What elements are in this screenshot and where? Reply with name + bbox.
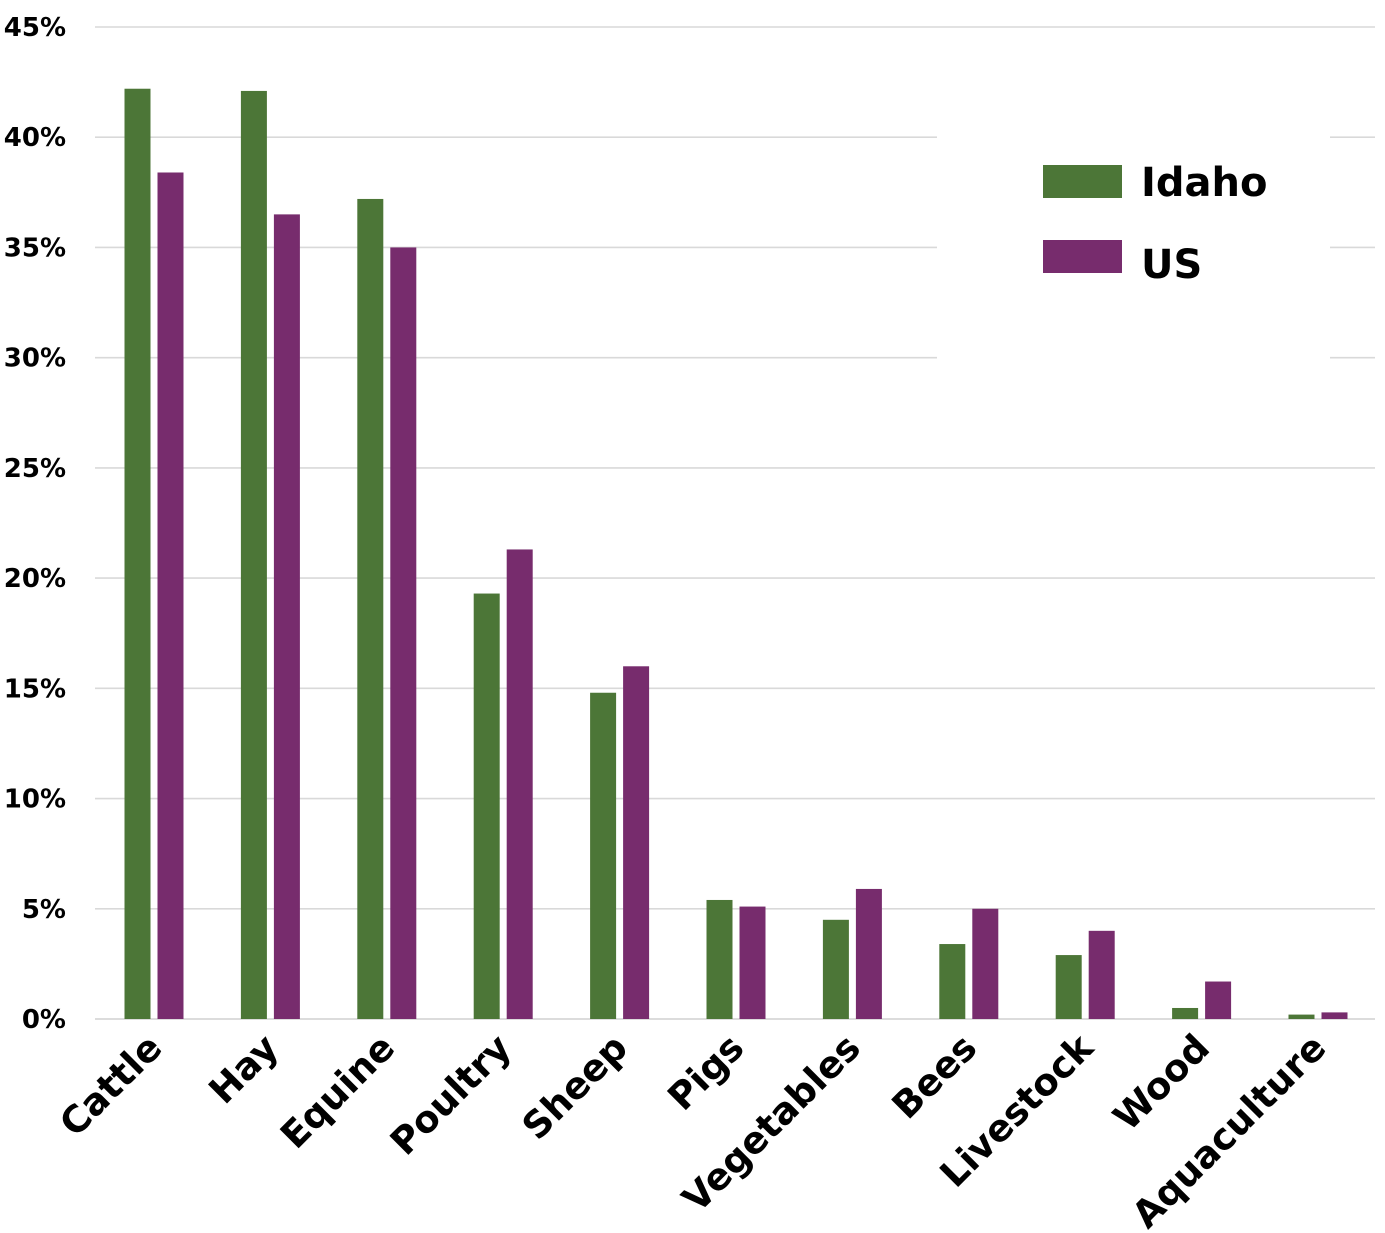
bars xyxy=(124,88,1348,1020)
legend-label-us: US xyxy=(1141,242,1202,288)
bar-idaho-sheep xyxy=(590,692,617,1019)
y-tick-label: 10% xyxy=(4,785,66,815)
x-tick-label: Sheep xyxy=(514,1026,636,1148)
gridlines xyxy=(95,26,1375,1020)
legend-swatch-idaho xyxy=(1043,165,1122,198)
y-axis-ticks: 0% 5% 10% 15% 20% 25% 30% 35% 40% 45% xyxy=(4,13,66,1035)
x-tick-label: Hay xyxy=(201,1026,287,1112)
bar-us-bees xyxy=(972,908,999,1019)
bar-idaho-bees xyxy=(939,944,966,1019)
bar-us-cattle xyxy=(157,172,184,1019)
bar-idaho-equine xyxy=(357,198,384,1020)
x-tick-label: Cattle xyxy=(51,1026,170,1145)
bar-us-poultry xyxy=(506,549,533,1019)
bar-idaho-cattle xyxy=(124,88,151,1020)
bar-us-livestock xyxy=(1088,930,1115,1019)
bar-us-hay xyxy=(273,214,300,1019)
bar-idaho-hay xyxy=(240,90,267,1019)
x-tick-label: Poultry xyxy=(382,1026,520,1164)
y-tick-label: 45% xyxy=(4,13,66,43)
bar-idaho-aquaculture xyxy=(1288,1014,1315,1019)
bar-us-aquaculture xyxy=(1321,1012,1348,1019)
bar-us-vegetables xyxy=(855,888,882,1019)
bar-idaho-wood xyxy=(1172,1007,1199,1019)
bar-us-pigs xyxy=(739,906,766,1019)
bar-idaho-pigs xyxy=(706,899,733,1019)
y-tick-label: 35% xyxy=(4,233,66,263)
x-tick-label: Bees xyxy=(884,1026,985,1127)
y-tick-label: 15% xyxy=(4,674,66,704)
y-tick-label: 5% xyxy=(22,895,66,925)
legend-swatch-us xyxy=(1043,240,1122,273)
bar-idaho-vegetables xyxy=(822,919,849,1019)
bar-idaho-livestock xyxy=(1055,955,1082,1019)
bar-idaho-poultry xyxy=(473,593,500,1019)
bar-us-sheep xyxy=(623,666,650,1019)
x-tick-label: Wood xyxy=(1105,1026,1218,1139)
y-tick-label: 25% xyxy=(4,454,66,484)
y-tick-label: 0% xyxy=(22,1005,66,1035)
y-tick-label: 40% xyxy=(4,123,66,153)
legend-label-idaho: Idaho xyxy=(1141,160,1267,206)
x-tick-label: Pigs xyxy=(660,1026,753,1119)
x-tick-label: Equine xyxy=(272,1026,403,1157)
legend: Idaho US xyxy=(937,118,1330,378)
bar-us-equine xyxy=(390,247,417,1019)
legend-background xyxy=(937,118,1330,378)
bar-us-wood xyxy=(1205,981,1232,1019)
y-tick-label: 20% xyxy=(4,564,66,594)
y-tick-label: 30% xyxy=(4,344,66,374)
